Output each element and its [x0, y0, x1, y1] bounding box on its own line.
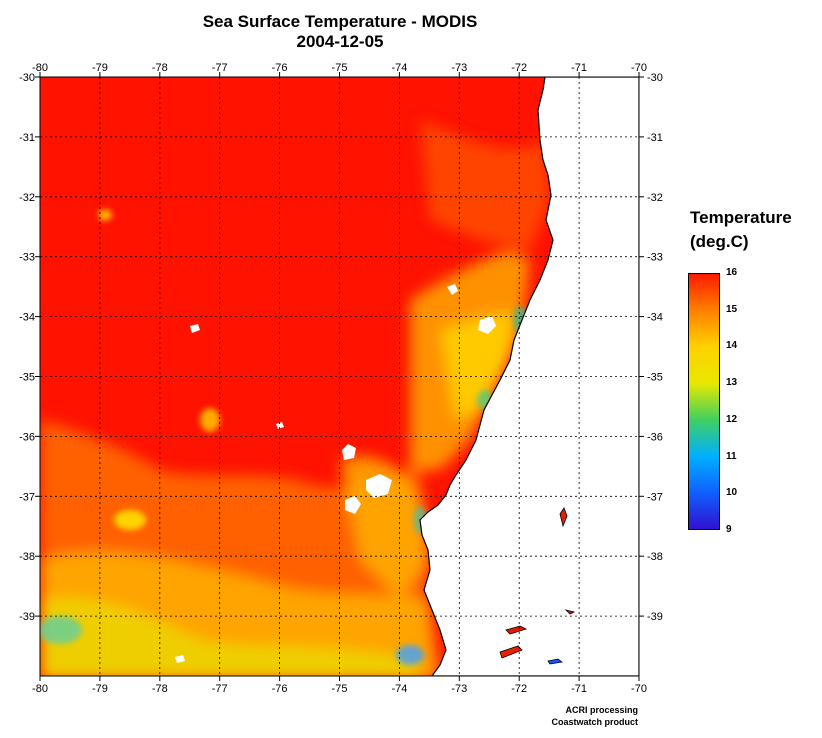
- land-mask: [419, 77, 639, 676]
- lat-label-left: -36: [19, 431, 35, 443]
- lat-label-right: -30: [647, 72, 663, 84]
- legend-title: Temperature: [690, 208, 792, 227]
- lon-label-top: -73: [451, 62, 467, 74]
- colorbar-tick-label: 13: [726, 377, 738, 389]
- islands: [499, 507, 576, 665]
- lon-label-top: -75: [332, 62, 348, 74]
- lat-label-left: -30: [19, 72, 35, 84]
- lat-label-right: -32: [647, 192, 663, 204]
- colorbar-tick-label: 16: [726, 267, 738, 278]
- colorbar-tick-label: 15: [726, 303, 738, 315]
- lat-label-left: -31: [19, 132, 35, 144]
- lon-label-bottom: -75: [332, 683, 348, 695]
- lat-label-right: -31: [647, 132, 663, 144]
- lon-label-bottom: -76: [272, 683, 288, 695]
- lat-label-right: -37: [647, 491, 663, 503]
- lat-label-left: -39: [19, 611, 35, 623]
- lon-label-bottom: -71: [571, 683, 587, 695]
- axis-labels: -80 -80 -79 -79 -78 -78 -77 -77 -76 -76 -75 -75 -74 -…: [19, 62, 663, 695]
- tick-marks: [35, 72, 644, 681]
- map-date: 2004-12-05: [296, 32, 384, 51]
- lon-label-bottom: -79: [92, 683, 108, 695]
- lat-label-right: -38: [647, 551, 663, 563]
- lon-label-top: -76: [272, 62, 288, 74]
- lon-label-bottom: -70: [631, 683, 647, 695]
- credit-processing: ACRI processing: [565, 705, 638, 715]
- lat-label-right: -33: [647, 252, 663, 264]
- lat-label-left: -37: [19, 491, 35, 503]
- lat-label-right: -35: [647, 372, 663, 384]
- colorbar-tick-label: 14: [726, 340, 738, 352]
- lon-label-top: -80: [32, 62, 48, 74]
- lon-label-bottom: -73: [451, 683, 467, 695]
- lat-label-left: -32: [19, 192, 35, 204]
- lat-label-right: -34: [647, 312, 663, 324]
- lon-label-bottom: -78: [152, 683, 168, 695]
- credit-product: Coastwatch product: [551, 717, 638, 727]
- lon-label-bottom: -77: [212, 683, 228, 695]
- lon-label-top: -78: [152, 62, 168, 74]
- colorbar: [688, 273, 720, 530]
- lat-label-left: -35: [19, 372, 35, 384]
- lon-label-top: -70: [631, 62, 647, 74]
- lon-label-top: -74: [391, 62, 407, 74]
- sst-field: [40, 77, 639, 676]
- map-title: Sea Surface Temperature - MODIS: [202, 12, 478, 31]
- colorbar-tick-label: 9: [726, 524, 732, 535]
- lon-label-bottom: -72: [511, 683, 527, 695]
- colorbar-tick-label: 12: [726, 413, 738, 425]
- lat-label-left: -33: [19, 252, 35, 264]
- lat-label-right: -36: [647, 431, 663, 443]
- lon-label-top: -79: [92, 62, 108, 74]
- lon-label-top: -77: [212, 62, 228, 74]
- legend-units: (deg.C): [690, 232, 749, 251]
- lon-label-top: -72: [511, 62, 527, 74]
- lon-label-bottom: -80: [32, 683, 48, 695]
- colorbar-tick-label: 11: [726, 450, 737, 462]
- lon-label-top: -71: [571, 62, 587, 74]
- lon-label-bottom: -74: [391, 683, 407, 695]
- colorbar-tick-label: 10: [726, 487, 738, 499]
- lat-label-left: -34: [19, 312, 35, 324]
- lat-label-left: -38: [19, 551, 35, 563]
- lat-label-right: -39: [647, 611, 663, 623]
